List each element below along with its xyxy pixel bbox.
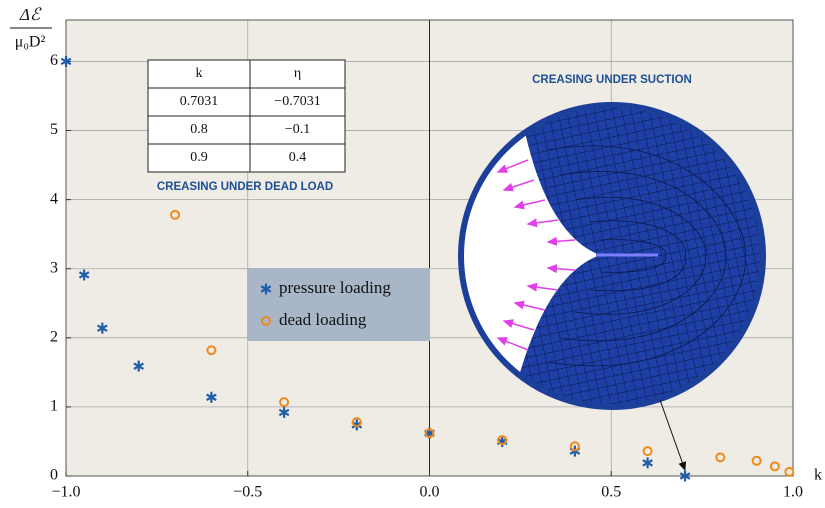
legend-label: pressure loading [279,278,391,297]
x-tick-label: 1.0 [783,484,803,501]
table-header: k [196,66,203,81]
table-cell: 0.9 [190,150,208,165]
table-header: η [294,66,301,81]
x-tick-label: −1.0 [51,484,80,501]
y-tick-label: 3 [50,259,58,276]
legend-label: dead loading [279,310,367,329]
x-tick-label: 0.5 [601,484,621,501]
table-cell: 0.7031 [180,94,219,109]
y-tick-label: 4 [50,190,58,207]
table-cell: −0.1 [285,122,310,137]
table-cell: 0.4 [289,150,307,165]
annotation: CREASING UNDER DEAD LOAD [157,181,333,193]
y-tick-label: 0 [50,467,58,484]
x-tick-label: 0.0 [420,484,440,501]
y-tick-label: 1 [50,398,58,415]
x-axis-label: k [814,467,822,484]
chart: k η 0.7031 −0.7031 0.8 −0.1 0.9 0.4 CREASING UN… [0,0,825,508]
y-axis-label: μ₀D² [15,34,46,51]
table-cell: −0.7031 [274,94,320,109]
y-axis-label: Δℰ [19,5,42,24]
annotation: CREASING UNDER SUCTION [532,74,692,86]
y-tick-label: 2 [50,328,58,345]
table-cell: 0.8 [190,122,208,137]
x-tick-label: −0.5 [233,484,262,501]
y-tick-label: 6 [50,52,58,69]
y-tick-label: 5 [50,121,58,138]
table: k η 0.7031 −0.7031 0.8 −0.1 0.9 0.4 [148,60,345,172]
